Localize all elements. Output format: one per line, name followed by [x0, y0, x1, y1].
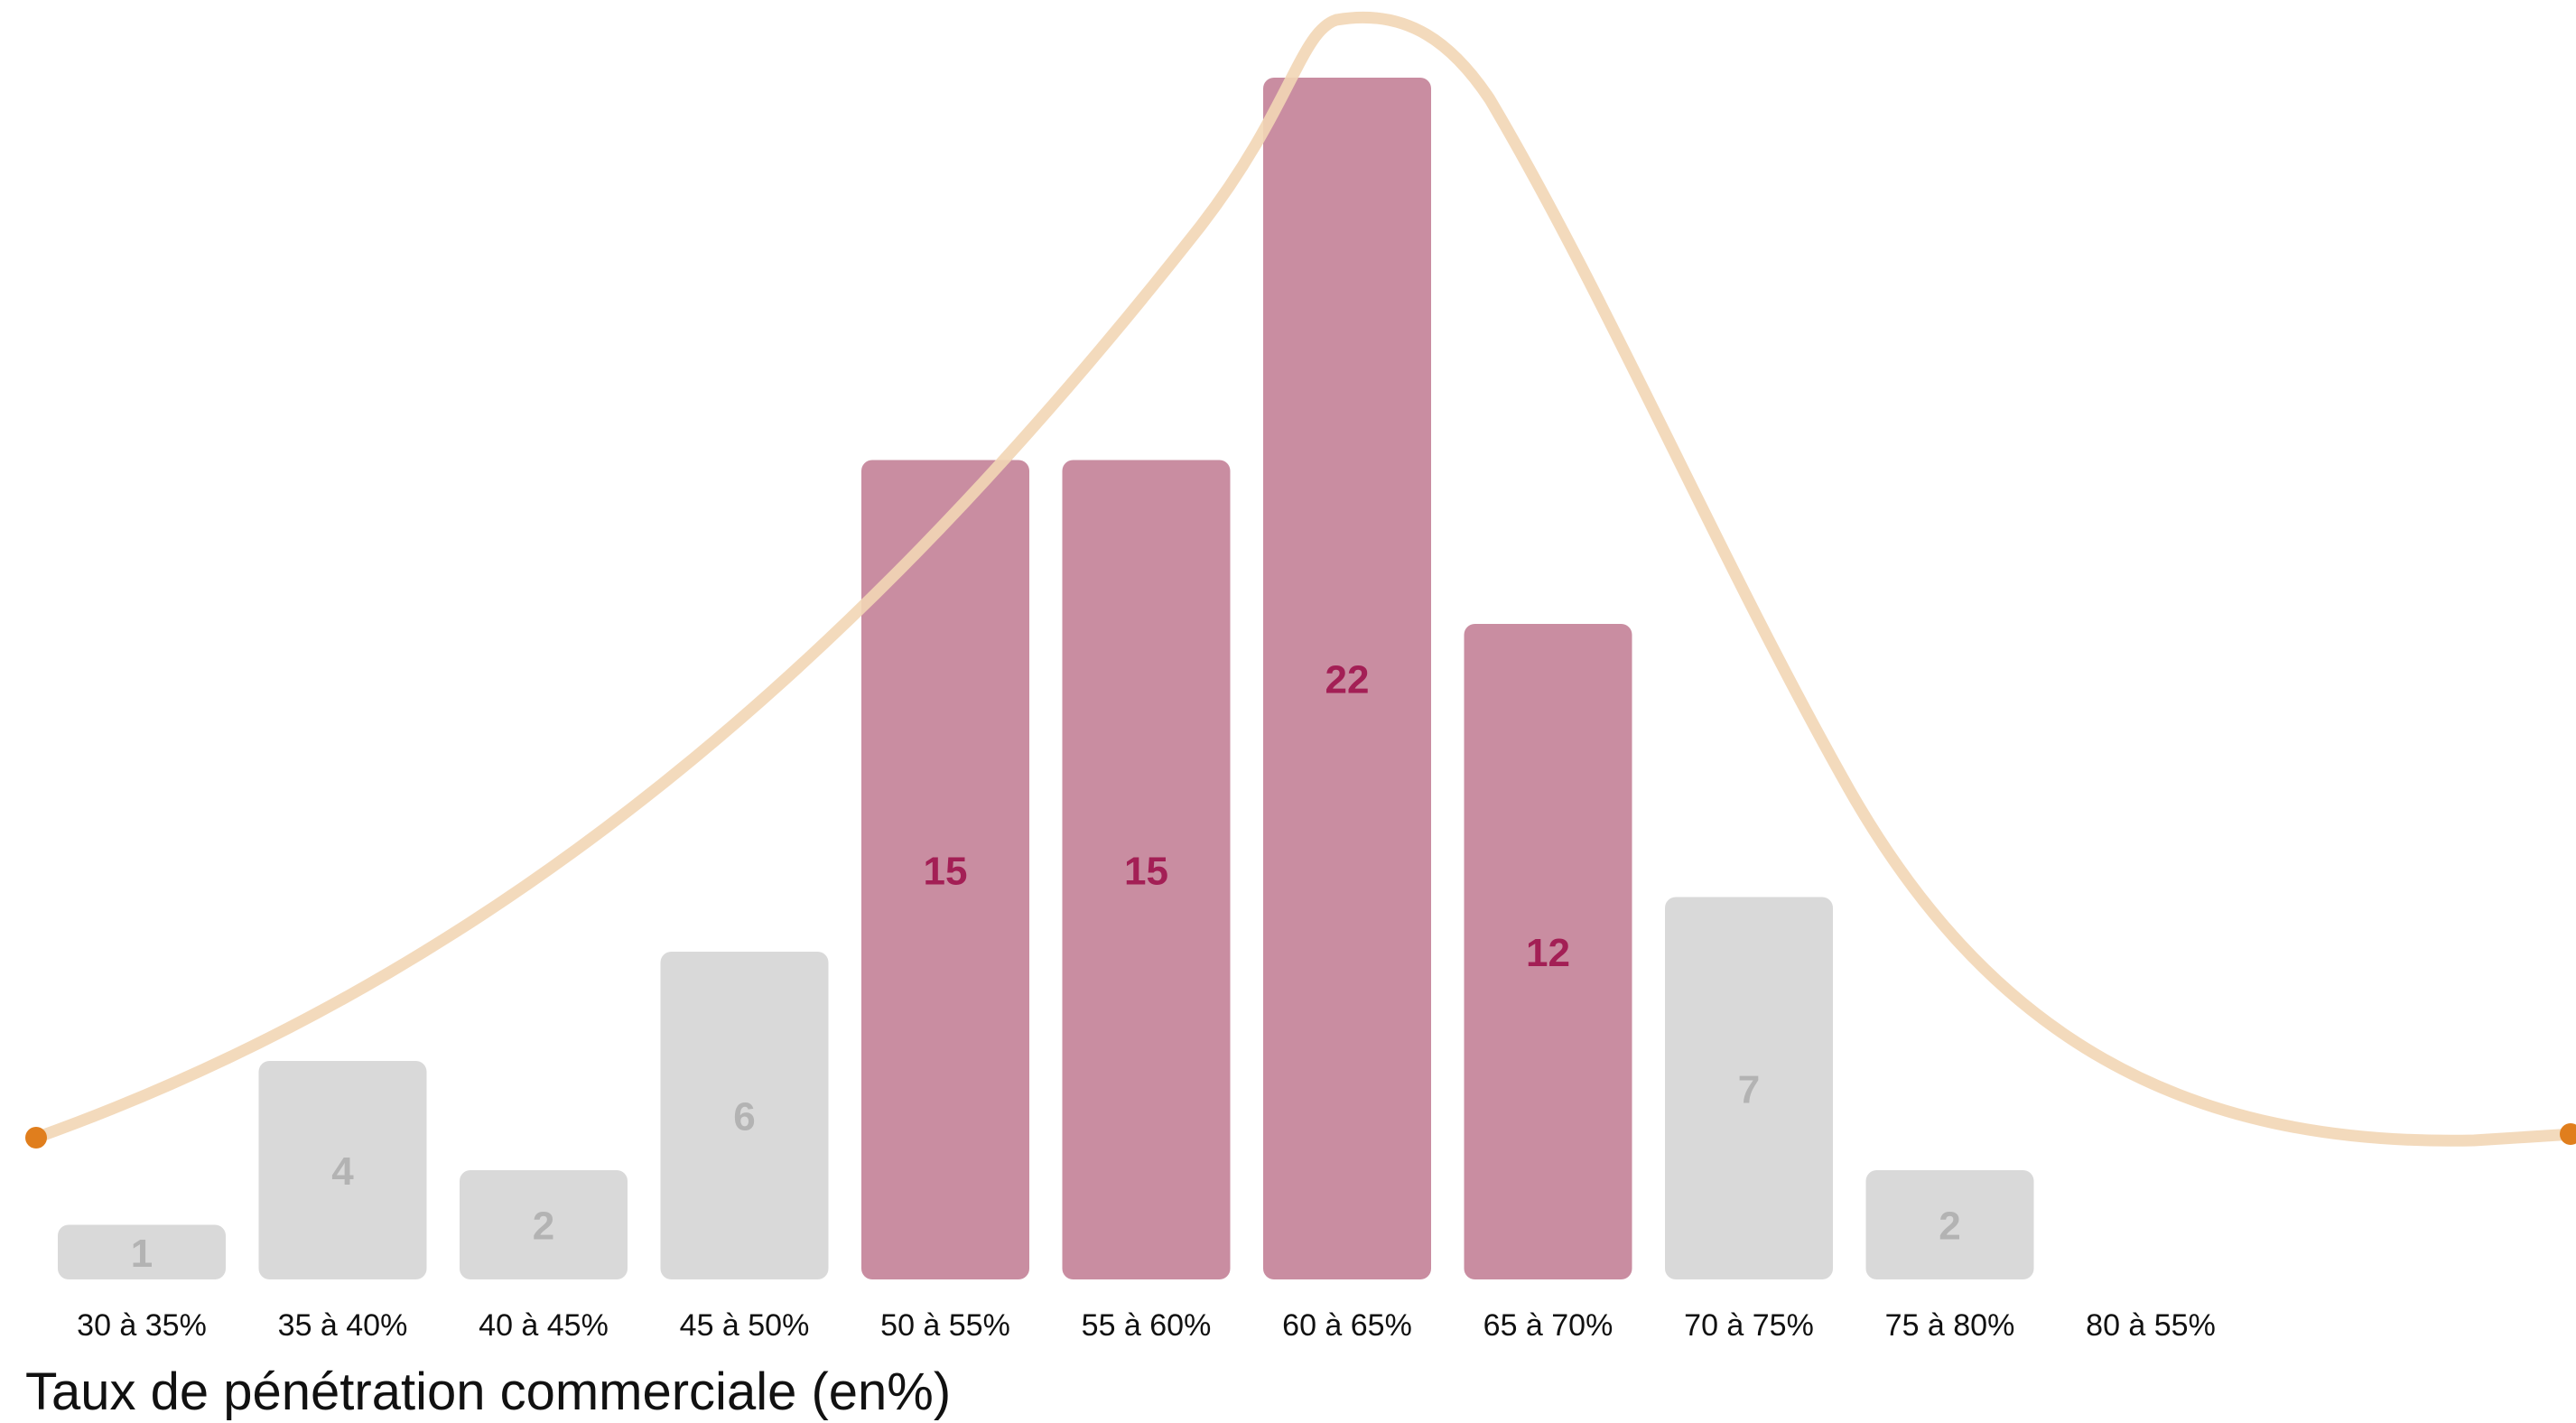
x-tick-label: 50 à 55% [880, 1308, 1010, 1343]
x-tick-label: 45 à 50% [680, 1308, 810, 1343]
bar-value-label: 7 [1738, 1067, 1760, 1111]
bar [1865, 1170, 2034, 1279]
bar [1665, 897, 1833, 1279]
bar-value-label: 12 [1526, 931, 1570, 975]
x-tick-label: 65 à 70% [1483, 1308, 1613, 1343]
bar-value-label: 15 [924, 849, 968, 893]
curve-group [25, 11, 2576, 1149]
bar-value-label: 22 [1325, 658, 1370, 702]
value-labels-group: 1 4 2 6 15 15 22 12 7 2 [131, 658, 1961, 1276]
bar-value-label: 4 [331, 1149, 354, 1194]
tick-labels-group: 30 à 35% 35 à 40% 40 à 45% 45 à 50% 50 à 55%… [77, 1308, 2216, 1343]
bar [1263, 78, 1431, 1279]
curve-end-marker [2560, 1123, 2576, 1145]
bar-value-label: 2 [533, 1204, 554, 1249]
curve-start-marker [25, 1127, 47, 1149]
bar [460, 1170, 628, 1279]
bars-group [58, 78, 2034, 1279]
bar-value-label: 15 [1124, 849, 1168, 893]
bar [58, 1224, 226, 1279]
normal-curve [30, 11, 2576, 1147]
bar [1062, 460, 1231, 1279]
x-tick-label: 60 à 65% [1282, 1308, 1412, 1343]
bar [861, 460, 1029, 1279]
x-tick-label: 80 à 55% [2086, 1308, 2216, 1343]
x-tick-label: 40 à 45% [479, 1308, 609, 1343]
x-tick-label: 55 à 60% [1082, 1308, 1212, 1343]
x-tick-label: 30 à 35% [77, 1308, 207, 1343]
bar [660, 952, 829, 1279]
bar-value-label: 2 [1939, 1204, 1960, 1249]
x-tick-label: 35 à 40% [278, 1308, 408, 1343]
x-tick-label: 70 à 75% [1684, 1308, 1814, 1343]
bar [1464, 624, 1632, 1279]
x-tick-label: 75 à 80% [1885, 1308, 2015, 1343]
bar-value-label: 1 [131, 1232, 153, 1276]
bar [258, 1061, 427, 1279]
x-axis-title: Taux de pénétration commerciale (en%) [25, 1363, 952, 1421]
bar-value-label: 6 [733, 1095, 755, 1139]
